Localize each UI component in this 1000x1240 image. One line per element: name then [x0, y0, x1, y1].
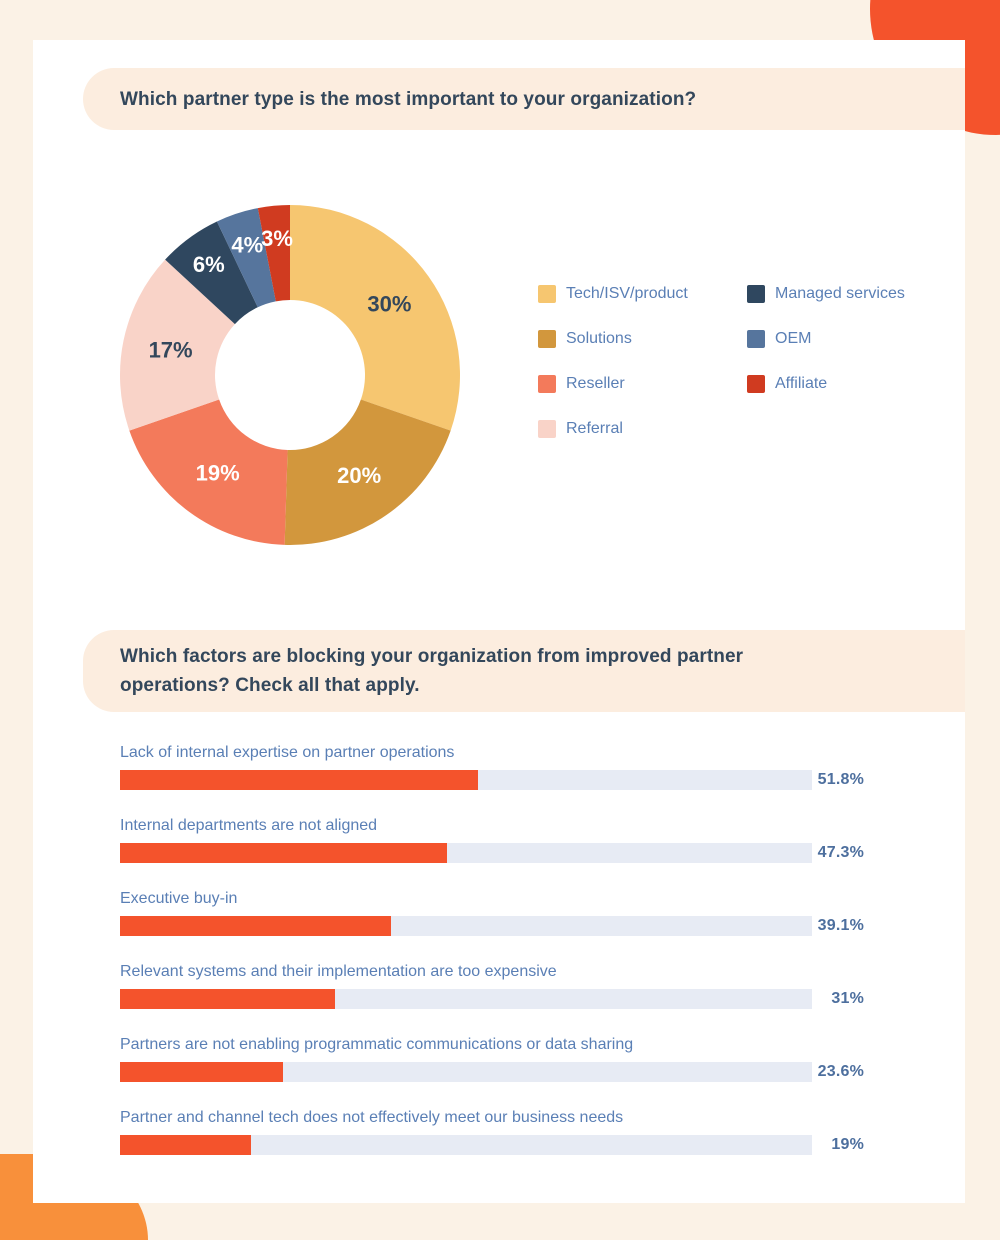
- bar-line: 19%: [120, 1135, 864, 1155]
- bar-category-label: Partners are not enabling programmatic c…: [120, 1036, 634, 1053]
- legend-label: Reseller: [566, 375, 625, 392]
- bar-row: Lack of internal expertise on partner op…: [120, 742, 864, 790]
- donut-slice-solutions: [284, 399, 451, 545]
- legend-item-tech-isv-product: Tech/ISV/product: [538, 285, 688, 303]
- bar-value-label: 51.8%: [817, 771, 864, 788]
- legend-item-oem: OEM: [747, 330, 905, 348]
- legend-swatch-icon: [747, 285, 765, 303]
- bar-fill: [120, 843, 448, 863]
- bar-fill: [120, 916, 391, 936]
- bar-track: [120, 770, 812, 790]
- bar-line: 47.3%: [120, 843, 864, 863]
- bar-value-label: 39.1%: [817, 917, 864, 934]
- question-title-blocking-factors: Which factors are blocking your organiza…: [120, 646, 744, 696]
- donut-slice-percent-label: 3%: [261, 226, 293, 251]
- bar-line: 39.1%: [120, 916, 864, 936]
- legend-item-affiliate: Affiliate: [747, 375, 905, 393]
- donut-slice-percent-label: 30%: [367, 292, 411, 317]
- content-card: Which partner type is the most important…: [33, 40, 965, 1203]
- donut-slice-oem: [216, 208, 276, 308]
- bar-category-label: Partner and channel tech does not effect…: [120, 1109, 624, 1126]
- donut-slice-managed-services: [165, 221, 258, 325]
- bar-row: Executive buy-in 39.1%: [120, 888, 864, 936]
- bar-fill: [120, 1062, 284, 1082]
- donut-slice-affiliate: [257, 205, 290, 302]
- bar-value-label: 19%: [831, 1136, 864, 1153]
- bar-line: 51.8%: [120, 770, 864, 790]
- donut-slice-percent-label: 4%: [231, 232, 263, 257]
- donut-legend-column-2: Managed services OEM Affiliate: [747, 285, 905, 420]
- legend-label: OEM: [775, 330, 812, 347]
- legend-swatch-icon: [538, 330, 556, 348]
- question-banner-blocking-factors: Which factors are blocking your organiza…: [83, 630, 965, 712]
- bar-line: 31%: [120, 989, 864, 1009]
- bar-category-label: Internal departments are not aligned: [120, 817, 378, 834]
- bar-chart: Lack of internal expertise on partner op…: [120, 742, 864, 1180]
- bar-fill: [120, 989, 335, 1009]
- legend-label: Referral: [566, 420, 623, 437]
- legend-label: Tech/ISV/product: [566, 285, 688, 302]
- bar-row: Relevant systems and their implementatio…: [120, 961, 864, 1009]
- donut-slice-reseller: [129, 399, 288, 545]
- bar-track: [120, 916, 812, 936]
- bar-category-label: Relevant systems and their implementatio…: [120, 963, 557, 980]
- donut-slice-percent-label: 20%: [337, 463, 381, 488]
- bar-category-label: Lack of internal expertise on partner op…: [120, 744, 455, 761]
- legend-item-referral: Referral: [538, 420, 688, 438]
- legend-item-managed-services: Managed services: [747, 285, 905, 303]
- donut-legend-column-1: Tech/ISV/product Solutions Reseller Referra…: [538, 285, 688, 465]
- donut-slice-percent-label: 17%: [149, 338, 193, 363]
- bar-track: [120, 989, 812, 1009]
- bar-track: [120, 1135, 812, 1155]
- question-title-partner-type: Which partner type is the most important…: [120, 88, 697, 110]
- donut-slice-referral: [120, 259, 235, 431]
- legend-item-solutions: Solutions: [538, 330, 688, 348]
- legend-label: Affiliate: [775, 375, 828, 392]
- donut-chart: 30% 20% 19% 17% 6% 4% 3%: [90, 175, 490, 575]
- bar-value-label: 23.6%: [817, 1063, 864, 1080]
- bar-row: Internal departments are not aligned 47.3…: [120, 815, 864, 863]
- bar-fill: [120, 1135, 252, 1155]
- legend-swatch-icon: [538, 285, 556, 303]
- donut-slice-tech-isv-product: [290, 205, 460, 431]
- legend-swatch-icon: [538, 375, 556, 393]
- donut-chart-svg: 30% 20% 19% 17% 6%4%3%: [120, 205, 460, 545]
- bar-line: 23.6%: [120, 1062, 864, 1082]
- donut-slice-percent-label: 6%: [193, 252, 225, 277]
- legend-label: Solutions: [566, 330, 632, 347]
- bar-fill: [120, 770, 479, 790]
- donut-slice-percent-label: 19%: [196, 461, 240, 486]
- legend-label: Managed services: [775, 285, 905, 302]
- question-banner-partner-type: Which partner type is the most important…: [83, 68, 965, 130]
- bar-category-label: Executive buy-in: [120, 890, 238, 907]
- legend-swatch-icon: [538, 420, 556, 438]
- bar-track: [120, 843, 812, 863]
- legend-swatch-icon: [747, 330, 765, 348]
- bar-value-label: 31%: [831, 990, 864, 1007]
- legend-item-reseller: Reseller: [538, 375, 688, 393]
- bar-value-label: 47.3%: [817, 844, 864, 861]
- bar-row: Partner and channel tech does not effect…: [120, 1107, 864, 1155]
- legend-swatch-icon: [747, 375, 765, 393]
- bar-row: Partners are not enabling programmatic c…: [120, 1034, 864, 1082]
- bar-track: [120, 1062, 812, 1082]
